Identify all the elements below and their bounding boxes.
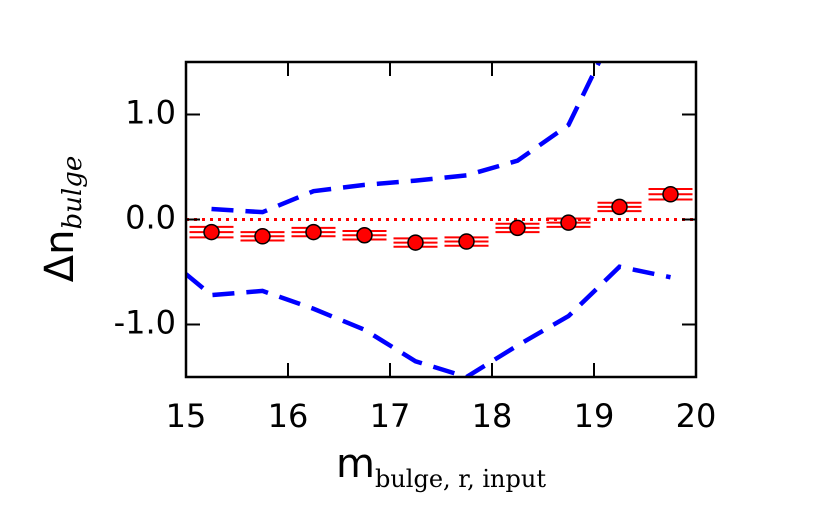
x-label-sub: bulge, r, input (375, 465, 546, 493)
x-axis-label: mbulge, r, input (336, 441, 546, 493)
data-point (611, 198, 628, 216)
data-point (509, 219, 526, 237)
x-label-main: m (336, 441, 375, 487)
y-label-main: Δn (37, 230, 83, 283)
data-point (356, 227, 373, 244)
y-label-sub: bulge (58, 156, 88, 230)
data-point (458, 233, 475, 250)
x-tick-label: 18 (472, 397, 513, 435)
y-axis-label: Δnbulge (37, 156, 88, 282)
x-tick-label: 17 (370, 397, 411, 435)
x-tick-label: 19 (574, 397, 615, 435)
data-point (407, 234, 424, 251)
y-tick-label: 1.0 (125, 94, 176, 132)
x-tick-label: 16 (268, 397, 309, 435)
data-point (662, 186, 679, 203)
dashed-envelope (186, 264, 671, 377)
data-point (254, 228, 271, 245)
x-tick-label: 20 (676, 397, 717, 435)
data-point (305, 223, 322, 241)
x-tick-label: 15 (166, 397, 207, 435)
data-point (203, 223, 220, 241)
y-tick-label: -1.0 (114, 304, 176, 342)
y-tick-label: 0.0 (125, 199, 176, 237)
plot-area (186, 62, 696, 377)
dashed-envelope (211, 62, 602, 215)
data-point (560, 214, 577, 231)
